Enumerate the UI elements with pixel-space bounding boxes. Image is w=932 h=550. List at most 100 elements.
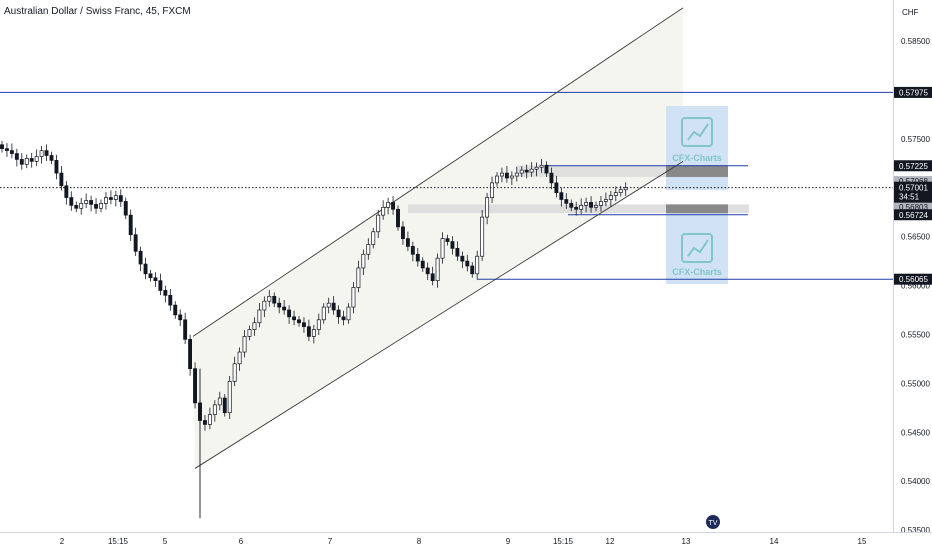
candle-body <box>440 238 445 259</box>
time-tick-label: 7 <box>328 537 333 546</box>
candle-body <box>371 231 376 245</box>
candle-body <box>138 250 143 265</box>
candle-body <box>346 306 351 321</box>
level-price-tag-label: 0.57975 <box>899 88 928 97</box>
resistance-zone[interactable] <box>517 165 728 178</box>
candle-body <box>297 319 301 324</box>
candle-body <box>277 302 282 308</box>
candle-body <box>0 144 4 149</box>
candle-body <box>574 206 579 210</box>
candle-body <box>331 302 336 311</box>
time-tick-label: 9 <box>506 537 511 546</box>
candle-body <box>405 238 410 247</box>
candle-body <box>495 175 499 184</box>
candle-body <box>282 306 287 311</box>
level-price-tag-label: 0.57225 <box>899 162 928 171</box>
price-tick-label: 0.58500 <box>901 37 930 46</box>
level-price-tag <box>894 273 932 285</box>
candle-body <box>539 164 544 168</box>
price-tick-label: 0.54500 <box>901 428 930 437</box>
svg-text:TV: TV <box>709 520 718 527</box>
candle-body <box>99 203 103 209</box>
candle-body <box>470 265 475 275</box>
candle-body <box>222 397 227 414</box>
candle-body <box>143 263 148 275</box>
countdown-label: 34:51 <box>899 193 920 202</box>
level-price-tag <box>894 209 932 221</box>
candle-body <box>618 189 623 194</box>
candle-body <box>381 206 386 216</box>
candle-body <box>549 172 554 184</box>
candle-body <box>113 195 118 200</box>
price-tick-label: 0.54000 <box>901 477 930 486</box>
watermark-text-upper: CFX-Charts <box>672 153 722 163</box>
candle-body <box>504 172 509 179</box>
price-tick-label: 0.55500 <box>901 330 930 339</box>
time-tick-label: 2 <box>60 537 65 546</box>
channel-fill <box>193 7 683 469</box>
candle-body <box>603 199 608 202</box>
time-axis[interactable]: 2 15:15 5 6 7 8 9 15:15 12 13 14 15 <box>60 537 867 546</box>
chart-logo-line-icon <box>687 239 709 257</box>
candle-body <box>123 201 128 216</box>
candle-body <box>29 158 34 162</box>
candle-body <box>227 381 232 414</box>
candle-body <box>366 244 371 255</box>
candle-body <box>252 322 257 330</box>
tradingview-logo-icon[interactable]: TV <box>706 515 720 529</box>
candle-body <box>410 246 415 255</box>
candle-body <box>623 187 628 191</box>
candle-body <box>103 197 108 204</box>
candle-body <box>49 155 54 161</box>
candle-body <box>133 234 138 252</box>
candle-body <box>316 319 321 330</box>
candle-body <box>420 260 425 269</box>
time-tick-label: 15:15 <box>553 537 574 546</box>
candle-body <box>14 153 19 160</box>
candle-body <box>445 238 450 242</box>
chart-logo-icon <box>681 233 713 263</box>
candle-body <box>217 397 222 406</box>
candle-body <box>69 197 74 206</box>
candle-body <box>148 273 153 279</box>
candle-body <box>257 309 262 324</box>
time-tick-label: 6 <box>239 537 244 546</box>
candle-body <box>480 216 485 257</box>
candle-body <box>84 200 89 204</box>
candle-body <box>475 255 480 275</box>
candle-body <box>361 253 366 269</box>
chart-logo-icon <box>681 117 713 147</box>
candle-body <box>534 166 539 170</box>
watermark-text-lower: CFX-Charts <box>672 267 722 277</box>
extra-price-tag <box>894 202 932 213</box>
candle-body <box>94 204 98 209</box>
candle-body <box>396 208 400 228</box>
candle-body <box>341 316 346 321</box>
highlight-box-lower <box>666 212 728 284</box>
candle-body <box>9 150 14 154</box>
price-tick-label: 0.56500 <box>901 233 930 242</box>
level-price-tag <box>894 160 932 172</box>
candle-body <box>430 273 435 282</box>
candle-body <box>569 203 574 208</box>
candle-body <box>608 195 613 200</box>
price-axis[interactable]: 0.58500 0.57500 0.56500 0.56000 0.55500 0.550… <box>901 37 930 535</box>
candle-body <box>351 287 356 308</box>
candles-layer <box>0 140 628 519</box>
price-tick-label: 0.56000 <box>901 282 930 291</box>
extra-price-tag-label: 0.57068 <box>899 177 928 186</box>
channel-lower-line[interactable] <box>194 160 684 469</box>
level-price-tag-label: 0.56724 <box>899 211 928 220</box>
support-zone[interactable] <box>408 204 749 214</box>
candle-body <box>435 257 440 282</box>
candle-body <box>19 159 24 165</box>
candle-body <box>500 172 504 177</box>
channel-upper-line[interactable] <box>192 7 684 337</box>
candle-body <box>598 201 603 206</box>
candle-body <box>579 205 584 210</box>
candle-body <box>524 169 529 173</box>
candle-body <box>415 253 420 262</box>
candle-body <box>564 199 569 204</box>
zones-layer <box>408 165 749 214</box>
